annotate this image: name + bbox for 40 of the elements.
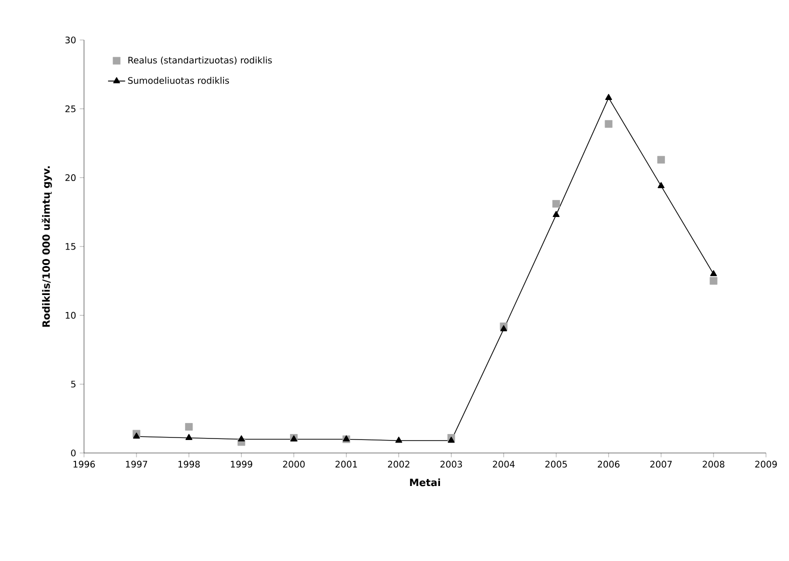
point xyxy=(710,277,718,285)
x-tick-label: 2001 xyxy=(336,460,357,468)
point xyxy=(448,436,455,443)
x-tick-label: 2004 xyxy=(492,460,515,468)
y-tick-label: 5 xyxy=(71,380,76,388)
point xyxy=(605,94,612,100)
point xyxy=(395,436,402,443)
x-axis-title: Metai xyxy=(410,478,440,486)
x-tick-label: 2002 xyxy=(388,460,410,468)
point xyxy=(186,434,192,440)
x-tick-label: 1996 xyxy=(74,460,95,468)
y-tick-label: 10 xyxy=(66,312,76,319)
point xyxy=(710,270,717,276)
x-tick-label: 2008 xyxy=(702,460,724,468)
y-tick-label: 20 xyxy=(65,174,76,182)
legend-label: Realus (standartizuotas) rodiklis xyxy=(128,56,272,65)
y-axis-title: Rodiklis/100 000 užimtų gyv. xyxy=(42,166,52,327)
x-tick-label: 2006 xyxy=(598,460,620,468)
y-tick-label: 25 xyxy=(65,105,76,112)
legend-label: Sumodeliuotas rodiklis xyxy=(128,76,229,84)
point xyxy=(552,200,560,208)
x-tick-label: 1997 xyxy=(126,460,148,468)
x-tick-label: 2003 xyxy=(440,460,462,468)
point xyxy=(604,120,612,128)
point xyxy=(658,182,665,188)
point xyxy=(657,156,665,164)
x-tick-label: 2007 xyxy=(650,460,672,468)
x-tick-label: 2000 xyxy=(283,460,305,468)
x-tick-label: 1999 xyxy=(230,460,252,468)
point xyxy=(185,423,193,431)
point xyxy=(552,210,560,217)
x-tick-label: 1998 xyxy=(178,460,200,468)
point xyxy=(133,432,140,439)
point xyxy=(500,325,508,332)
x-tick-label: 2009 xyxy=(755,460,777,468)
point xyxy=(238,435,245,442)
y-tick-label: 0 xyxy=(71,450,76,456)
y-tick-label: 30 xyxy=(65,36,76,44)
x-tick-label: 2005 xyxy=(545,460,567,468)
y-tick-label: 15 xyxy=(66,243,76,250)
